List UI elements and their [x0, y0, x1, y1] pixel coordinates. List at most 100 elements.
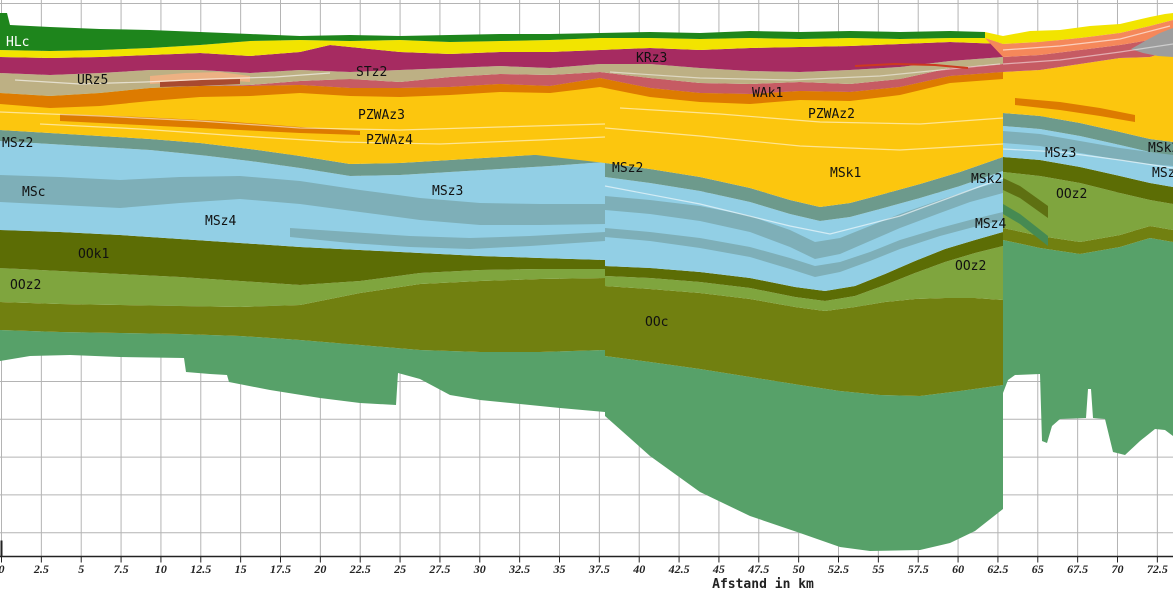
axis-tick-label: 22.5 — [349, 562, 371, 576]
axis-tick-label: 45 — [712, 562, 725, 576]
layer-ooz2-right — [1003, 172, 1173, 242]
layer-ooc-mid — [605, 286, 1003, 396]
layer-rose-stz2 — [200, 64, 1003, 94]
axis-tick-label: 7.5 — [114, 562, 129, 576]
gold-streak-4 — [619, 107, 1004, 125]
salmon-streak — [1002, 25, 1171, 51]
layer-ooc-left — [0, 278, 605, 352]
axis-tick-label: 37.5 — [588, 562, 610, 576]
layer-label-HLc: HLc — [6, 35, 29, 50]
layer-label-OOz2: OOz2 — [955, 259, 986, 274]
axis-tick-label: 72.5 — [1147, 562, 1168, 576]
layer-label-OOz2: OOz2 — [1056, 187, 1087, 202]
x-axis: 02.557.51012.51517.52022.52527.53032.535… — [0, 540, 1173, 592]
fault-wedge-1 — [1003, 178, 1048, 218]
layer-label-WAk1: WAk1 — [752, 86, 783, 101]
axis-tick-label: 30 — [473, 562, 486, 576]
gold-streak-3 — [604, 127, 1004, 151]
layer-label-MSz4: MSz4 — [1152, 166, 1173, 181]
axis-tick-label: 2.5 — [33, 562, 49, 576]
axis-tick-label: 17.5 — [270, 562, 291, 576]
axis-tick-label: 20 — [313, 562, 326, 576]
layer-label-OOc: OOc — [645, 315, 668, 330]
layer-yellow-right — [985, 13, 1173, 44]
axis-tick-label: 10 — [155, 562, 167, 576]
blue-streak-right — [1002, 148, 1173, 169]
layer-msz-divide — [290, 228, 605, 249]
orange-lens-right — [1015, 98, 1135, 122]
fault-wedge-2 — [1003, 204, 1048, 246]
gold-streak-1 — [0, 111, 606, 131]
axis-tick-label: 65 — [1032, 562, 1044, 576]
layer-label-OOz2: OOz2 — [10, 278, 41, 293]
layer-mid-low-band — [605, 212, 1003, 277]
axis-tick-label: 70 — [1111, 562, 1123, 576]
layer-wak1-orange — [0, 72, 1003, 108]
layer-label-MSk1: MSk1 — [830, 166, 861, 181]
layer-label-MSz3: MSz3 — [1045, 146, 1076, 161]
axis-tick-label: 50 — [793, 562, 805, 576]
layer-gold-mid — [0, 72, 1003, 207]
layer-ook1-mid — [605, 232, 1003, 301]
axis-tick-label: 35 — [552, 562, 565, 576]
axis-tick-label: 62.5 — [987, 562, 1008, 576]
layer-seagreen-mid — [605, 356, 1003, 551]
layer-msc-band — [0, 175, 605, 225]
tan-streak — [14, 72, 331, 85]
axis-tick-label: 27.5 — [428, 562, 450, 576]
axis-tick-label: 32.5 — [508, 562, 530, 576]
axis-tick-label: 40 — [632, 562, 645, 576]
layer-labels: HLc URz5 STz2 KRz3 WAk1 PZWAz3 PZWAz2 PZWAz4 MSz… — [2, 35, 1173, 330]
layer-label-MSc: MSc — [22, 185, 45, 200]
layer-seagreen-left — [0, 330, 605, 412]
layer-label-STz2: STz2 — [356, 65, 387, 80]
layer-seagreen-right — [1003, 238, 1173, 455]
layer-yellow-left — [0, 38, 1003, 58]
layer-teal-sep-left — [0, 130, 605, 176]
layer-label-PZWAz4: PZWAz4 — [366, 133, 413, 148]
orange-lens-left — [60, 114, 360, 135]
strata-layers — [0, 13, 1173, 551]
layer-ooz2-left — [0, 268, 605, 307]
axis-tick-label: 15 — [235, 562, 247, 576]
axis-tick-label: 55 — [872, 562, 884, 576]
layer-label-MSz4: MSz4 — [975, 217, 1006, 232]
layer-label-PZWAz3: PZWAz3 — [358, 108, 405, 123]
lenses-and-wedges — [60, 28, 1173, 246]
layer-ooz2-mid — [605, 246, 1003, 311]
axis-tick-label: 52.5 — [828, 562, 849, 576]
layer-teal-sep-right — [1003, 113, 1173, 155]
thin-streaks — [0, 25, 1173, 235]
layer-ooc-right — [1003, 226, 1173, 254]
layer-label-KRz3: KRz3 — [636, 51, 667, 66]
layer-label-MSk2: MSk2 — [971, 172, 1002, 187]
layer-ook1-right — [1003, 157, 1173, 204]
layer-label-MSz4: MSz4 — [205, 214, 236, 229]
layer-msk1-band — [605, 181, 1003, 259]
layer-magenta-krz3 — [0, 42, 1003, 75]
axis-tick-label: 5 — [78, 562, 84, 576]
axis-tick-label: 12.5 — [190, 562, 211, 576]
layer-blue-mid — [605, 171, 1003, 291]
red-lens — [160, 79, 240, 87]
axis-tick-label: 47.5 — [747, 562, 769, 576]
x-axis-title: Afstand in km — [712, 577, 814, 592]
axis-tick-label: 57.5 — [908, 562, 929, 576]
blue-streak-mid — [604, 177, 1004, 235]
layer-label-PZWAz2: PZWAz2 — [808, 107, 855, 122]
layer-rose-right — [1003, 34, 1173, 72]
layer-msk2-band — [1003, 131, 1173, 166]
axis-tick-label: 42.5 — [668, 562, 690, 576]
axis-tick-label: 0 — [0, 562, 5, 576]
layer-green-hlc — [0, 13, 985, 51]
layer-label-URz5: URz5 — [77, 73, 108, 88]
layer-teal-sep-mid — [605, 157, 1003, 221]
layer-label-OOk1: OOk1 — [78, 247, 109, 262]
axis-tick-label: 67.5 — [1067, 562, 1088, 576]
layer-label-MSz2: MSz2 — [612, 161, 643, 176]
layer-label-MSz3: MSz3 — [432, 184, 463, 199]
gray-wedge — [1131, 28, 1173, 57]
rose-streak-right — [1002, 43, 1173, 65]
